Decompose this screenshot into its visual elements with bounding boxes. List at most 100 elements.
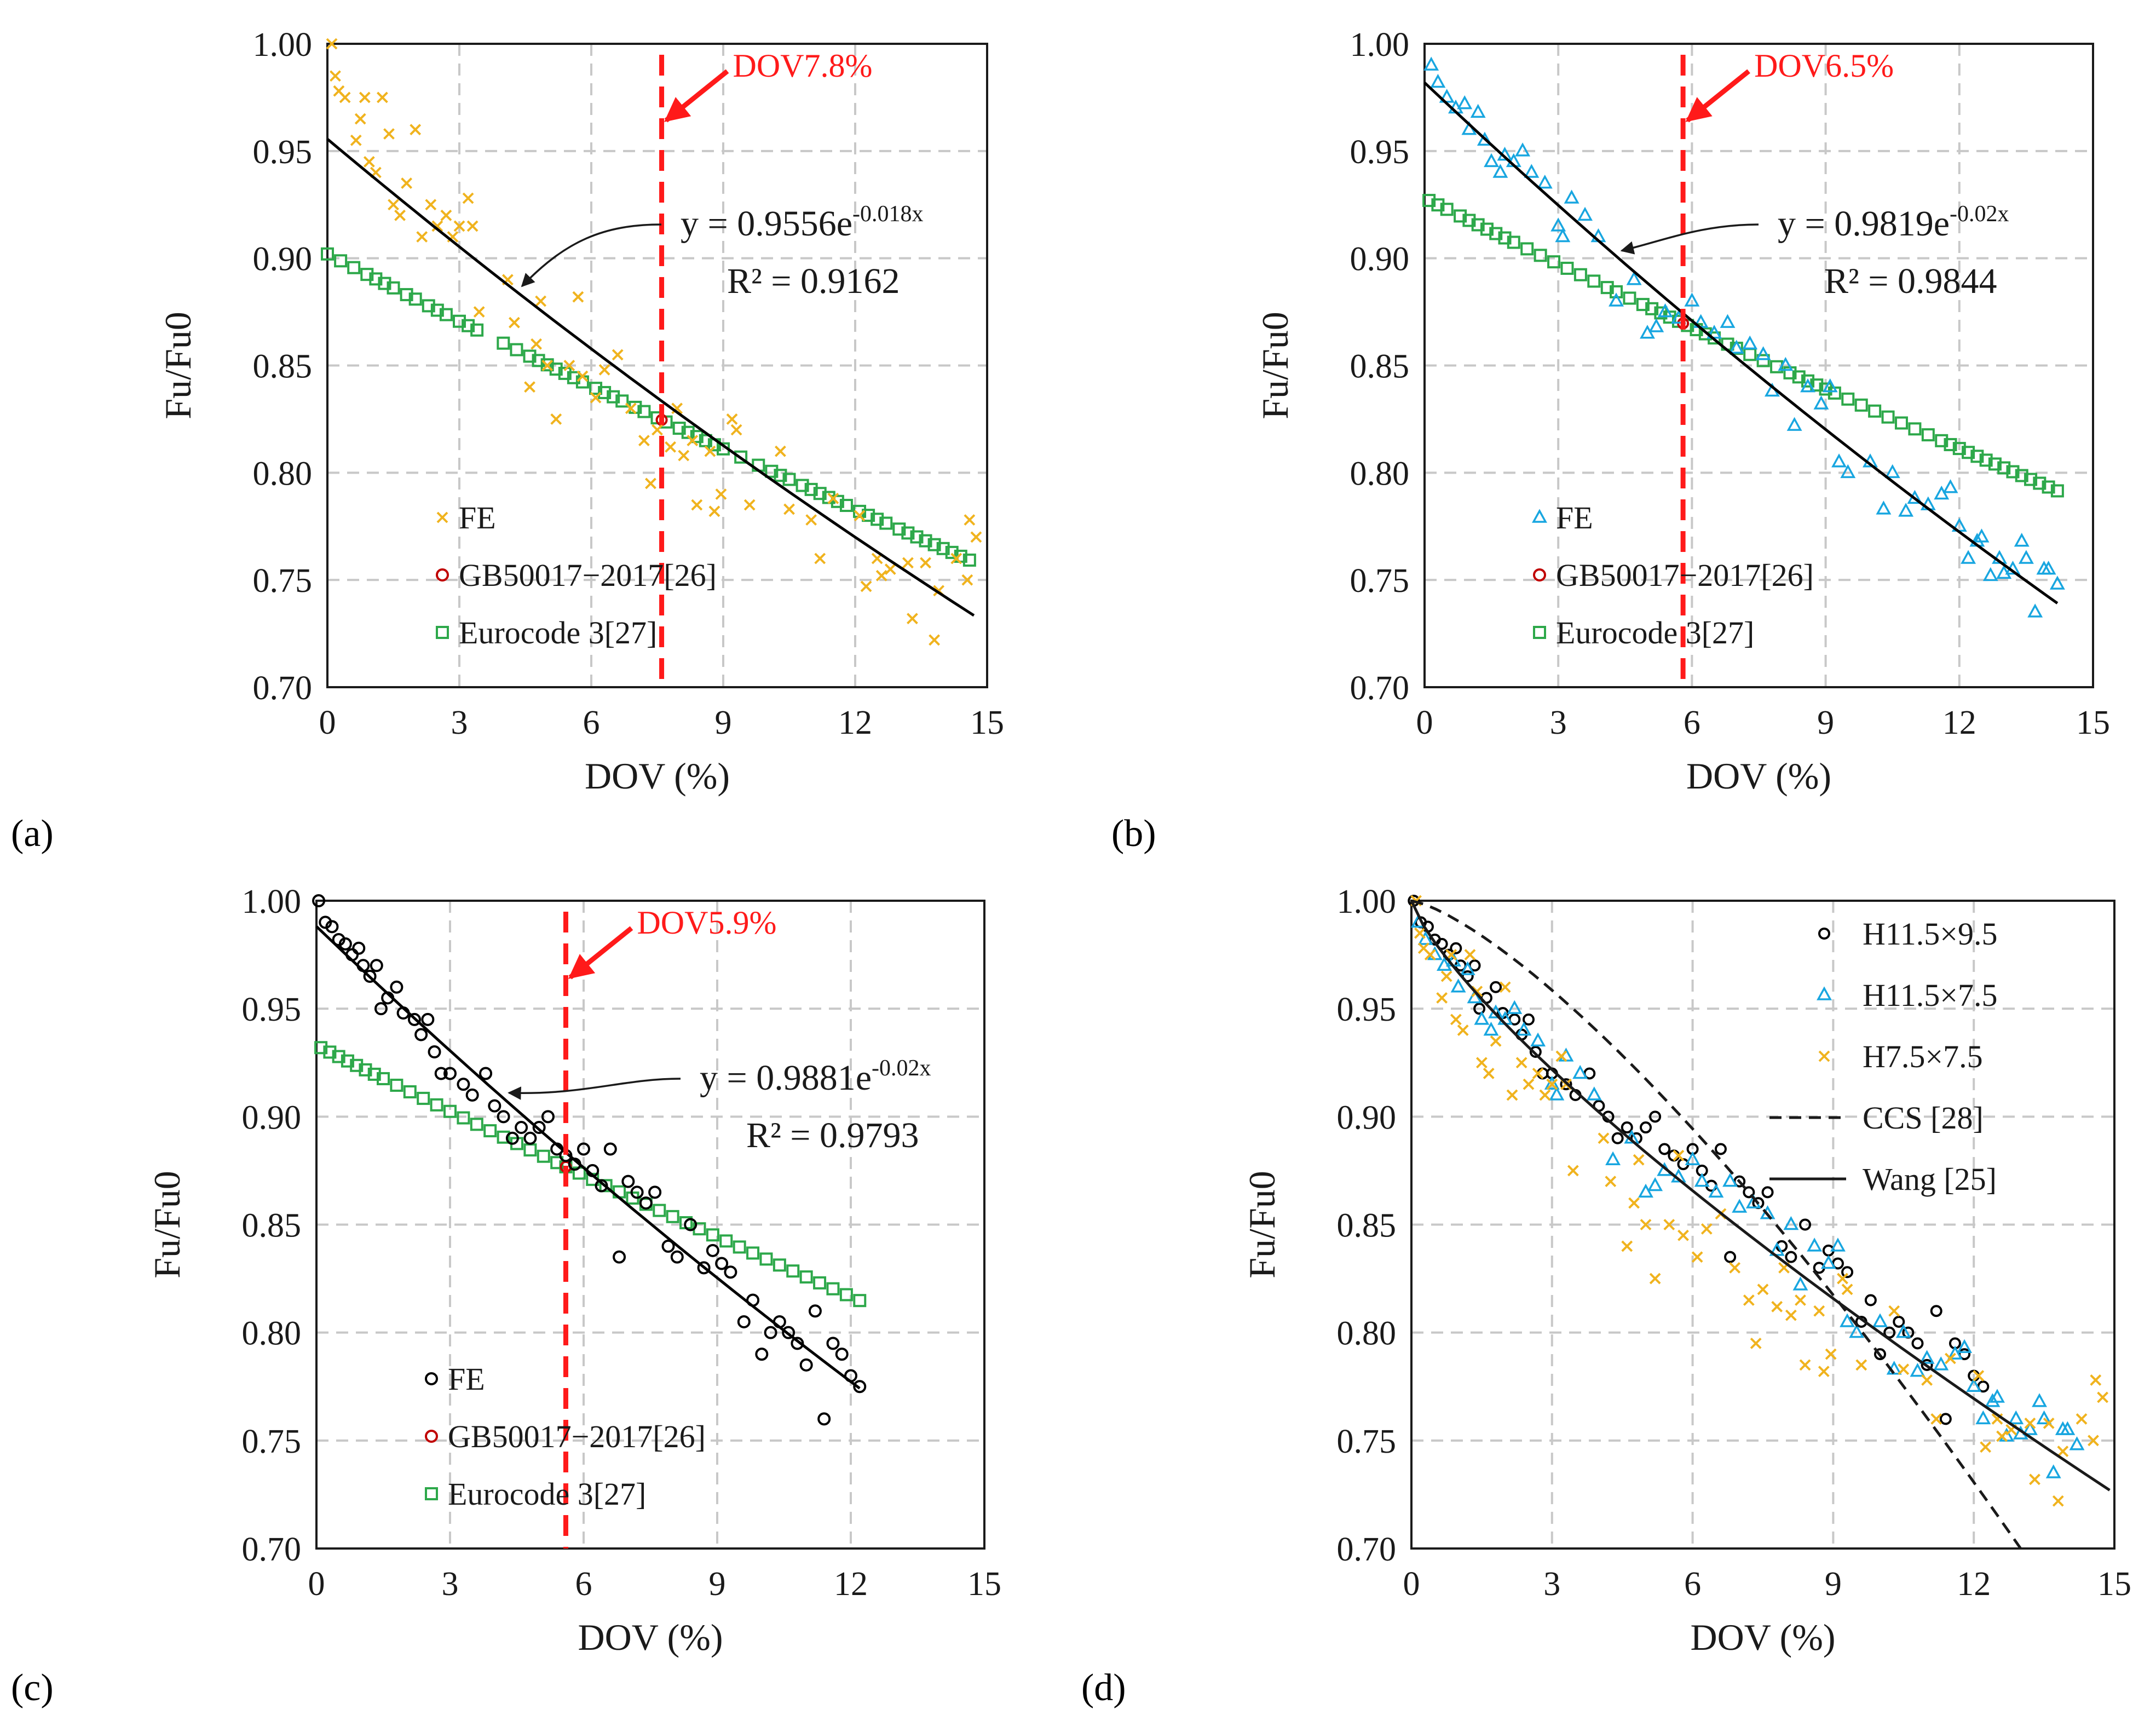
h11-5x9-5-point — [1799, 1218, 1812, 1231]
eurocode-point — [1489, 227, 1503, 240]
eurocode-point — [831, 494, 844, 508]
legend-marker — [1532, 509, 1547, 523]
eurocode-point — [862, 509, 875, 522]
fe-point — [1961, 550, 1976, 564]
plot-frame — [315, 900, 985, 1550]
eurocode-point — [2050, 484, 2064, 498]
eurocode-point — [901, 526, 915, 540]
h11-5x9-5-point — [1611, 1132, 1624, 1144]
y-tick-label: 1.00 — [1337, 883, 1397, 920]
legend-marker — [425, 1430, 438, 1443]
fe-point — [563, 360, 575, 371]
legend-label: CCS [28] — [1863, 1100, 1984, 1136]
fe-point — [678, 450, 690, 462]
h11-5x7-5-point — [1732, 1199, 1748, 1213]
eurocode-point — [733, 1240, 746, 1254]
eurocode-point — [666, 1210, 679, 1223]
fe-point — [648, 1185, 662, 1199]
h11-5x7-5-point — [1450, 978, 1466, 993]
y-tick-label: 0.80 — [1350, 455, 1410, 492]
eurocode-point — [839, 499, 853, 513]
y-tick-label: 0.80 — [242, 1315, 302, 1352]
fe-point — [390, 980, 403, 994]
h7-5x7-5-point — [1523, 1078, 1535, 1090]
h11-5x7-5-point — [1474, 1011, 1490, 1025]
h11-5x9-5-point — [1490, 981, 1502, 993]
fe-point — [1492, 164, 1508, 178]
fe-point — [1813, 395, 1829, 410]
eurocode-point — [681, 425, 695, 439]
fe-point — [621, 1175, 635, 1188]
eurocode-point — [706, 1228, 719, 1242]
fe-point — [1524, 164, 1540, 178]
h11-5x7-5-point — [1530, 1032, 1546, 1047]
fe-point — [814, 552, 826, 565]
eurocode-point — [598, 385, 612, 399]
fe-point — [1942, 479, 1958, 493]
dov-label: DOV7.8% — [733, 48, 873, 84]
fe-point — [431, 220, 443, 232]
eurocode-point — [759, 1252, 773, 1266]
y-tick-label: 0.70 — [242, 1531, 302, 1568]
eurocode-point — [558, 366, 572, 380]
eurocode-point — [1819, 382, 1832, 396]
h7-5x7-5-point — [1506, 1089, 1518, 1101]
fe-point — [1684, 292, 1700, 307]
legend-label: Eurocode 3[27] — [448, 1476, 646, 1512]
h11-5x7-5-point — [1417, 931, 1433, 945]
dov-arrow — [1685, 69, 1750, 123]
fe-point — [330, 70, 341, 82]
x-tick-label: 6 — [583, 704, 600, 741]
fe-point — [826, 1337, 840, 1350]
eurocode-point — [390, 1078, 403, 1092]
fe-point — [827, 492, 839, 504]
y-tick-label: 0.75 — [1337, 1423, 1397, 1460]
fe-point — [950, 552, 962, 565]
h11-5x9-5-point — [1649, 1110, 1662, 1123]
fe-point — [1742, 335, 1758, 350]
legend-marker — [436, 568, 449, 582]
fe-point — [1564, 189, 1579, 204]
h7-5x7-5-point — [2029, 1473, 2040, 1486]
fe-point — [1657, 303, 1673, 318]
x-tick-label: 0 — [319, 704, 336, 741]
h7-5x7-5-point — [2097, 1391, 2109, 1403]
fe-point — [691, 499, 703, 511]
fe-point — [737, 1315, 751, 1328]
y-tick-label: 0.75 — [1350, 562, 1410, 600]
fe-point — [884, 563, 896, 575]
y-tick-label: 0.85 — [253, 348, 313, 385]
h7-5x7-5-point — [1691, 1251, 1703, 1263]
h7-5x7-5-point — [2090, 1374, 2102, 1386]
fe-point — [462, 192, 474, 204]
eurocode-point — [2015, 469, 2028, 482]
h7-5x7-5-point — [1598, 1132, 1610, 1144]
eurocode-point — [567, 371, 580, 384]
h11-5x9-5-point — [1883, 1326, 1896, 1339]
fe-point — [1484, 153, 1500, 168]
fe-point — [902, 557, 914, 569]
eurocode-point — [1560, 261, 1574, 275]
h7-5x7-5-point — [1457, 1024, 1469, 1037]
h7-5x7-5-point — [1785, 1309, 1797, 1321]
fe-point — [401, 177, 413, 189]
fe-point — [1898, 503, 1914, 517]
legend-marker — [1533, 568, 1546, 582]
legend-marker — [425, 1487, 438, 1500]
eurocode-point — [540, 358, 554, 372]
h7-5x7-5-point — [1729, 1262, 1741, 1274]
h7-5x7-5-point — [1515, 1057, 1527, 1069]
fe-point — [577, 1142, 590, 1156]
fe-point — [1786, 417, 1802, 431]
eurocode-point — [773, 1258, 786, 1272]
fe-point — [466, 220, 479, 232]
eurocode-point — [1573, 268, 1587, 281]
eurocode-point — [532, 354, 545, 367]
fe-point — [799, 1358, 813, 1372]
plot-frame — [326, 43, 988, 688]
h7-5x7-5-point — [1532, 1068, 1544, 1079]
h7-5x7-5-point — [1677, 1229, 1689, 1241]
h7-5x7-5-point — [1663, 1219, 1675, 1230]
fe-point — [1648, 318, 1664, 332]
h11-5x7-5-point — [2008, 1410, 2024, 1425]
